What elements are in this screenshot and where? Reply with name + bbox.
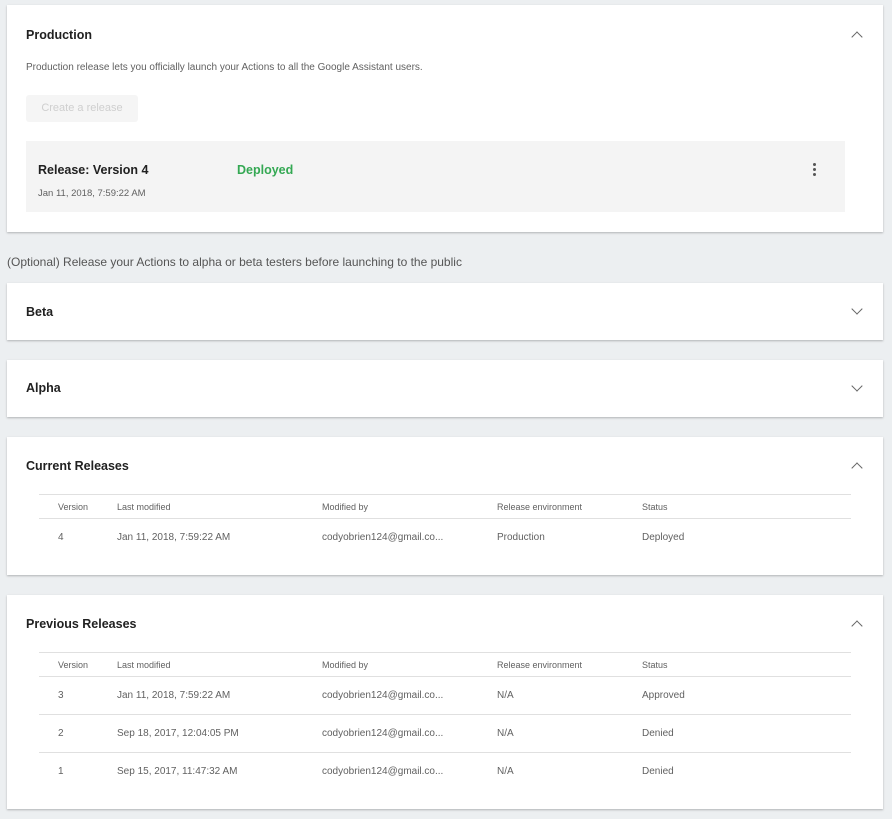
cell-last-modified: Jan 11, 2018, 7:59:22 AM [117, 676, 322, 715]
production-card: Production Production release lets you o… [7, 5, 883, 232]
cell-status: Denied [642, 766, 674, 778]
cell-modified-by: codyobrien124@gmail.co... [322, 766, 444, 778]
cell-status: Deployed [642, 532, 685, 544]
cell-last-modified: Sep 15, 2017, 11:47:32 AM [117, 766, 238, 778]
cell-modified-by: codyobrien124@gmail.co... [322, 532, 444, 544]
col-last-modified: Last modified [117, 494, 322, 519]
cell-version: 3 [39, 676, 117, 715]
previous-releases-card: Previous Releases Version Last modified … [7, 595, 883, 809]
beta-title: Beta [26, 305, 54, 319]
col-status: Status [642, 652, 851, 677]
more-vert-icon[interactable] [808, 161, 820, 179]
previous-releases-title: Previous Releases [26, 617, 137, 631]
chevron-down-icon[interactable] [851, 303, 863, 315]
table-row[interactable]: 1 Sep 15, 2017, 11:47:32 AM codyobrien12… [39, 753, 851, 791]
previous-releases-table: Version Last modified Modified by Releas… [39, 652, 851, 791]
table-row[interactable]: 4 Jan 11, 2018, 7:59:22 AM codyobrien124… [39, 519, 851, 557]
release-status: Deployed [237, 163, 294, 177]
current-releases-card: Current Releases Version Last modified M… [7, 437, 883, 575]
cell-status: Denied [642, 714, 851, 753]
table-row[interactable]: 3 Jan 11, 2018, 7:59:22 AM codyobrien124… [39, 676, 851, 715]
cell-version: 2 [39, 714, 117, 753]
cell-environment: N/A [497, 766, 514, 778]
cell-last-modified: Jan 11, 2018, 7:59:22 AM [117, 532, 231, 544]
alpha-card[interactable]: Alpha [7, 360, 883, 417]
col-modified-by: Modified by [322, 652, 497, 677]
release-item: Release: Version 4 Jan 11, 2018, 7:59:22… [26, 141, 845, 212]
optional-text: (Optional) Release your Actions to alpha… [7, 255, 462, 269]
release-date: Jan 11, 2018, 7:59:22 AM [38, 188, 146, 199]
col-version: Version [39, 494, 117, 519]
col-status: Status [642, 494, 851, 519]
cell-environment: N/A [497, 714, 642, 753]
col-last-modified: Last modified [117, 652, 322, 677]
cell-last-modified: Sep 18, 2017, 12:04:05 PM [117, 714, 322, 753]
col-modified-by: Modified by [322, 494, 497, 519]
chevron-up-icon[interactable] [851, 31, 863, 43]
col-environment: Release environment [497, 494, 642, 519]
create-release-button[interactable]: Create a release [26, 95, 138, 122]
cell-environment: Production [497, 532, 545, 544]
beta-card[interactable]: Beta [7, 283, 883, 340]
col-environment: Release environment [497, 652, 642, 677]
table-row[interactable]: 2 Sep 18, 2017, 12:04:05 PM codyobrien12… [39, 714, 851, 753]
cell-modified-by: codyobrien124@gmail.co... [322, 676, 497, 715]
current-releases-table: Version Last modified Modified by Releas… [39, 494, 851, 557]
cell-modified-by: codyobrien124@gmail.co... [322, 714, 497, 753]
current-releases-title: Current Releases [26, 459, 129, 473]
chevron-down-icon[interactable] [851, 380, 863, 392]
cell-version: 4 [58, 532, 64, 544]
cell-environment: N/A [497, 676, 642, 715]
production-title: Production [26, 28, 92, 42]
cell-version: 1 [58, 766, 64, 778]
chevron-up-icon[interactable] [851, 462, 863, 474]
alpha-title: Alpha [26, 381, 61, 395]
cell-status: Approved [642, 676, 851, 715]
release-name: Release: Version 4 [38, 163, 149, 177]
production-description: Production release lets you officially l… [26, 62, 423, 73]
col-version: Version [39, 652, 117, 677]
chevron-up-icon[interactable] [851, 620, 863, 632]
